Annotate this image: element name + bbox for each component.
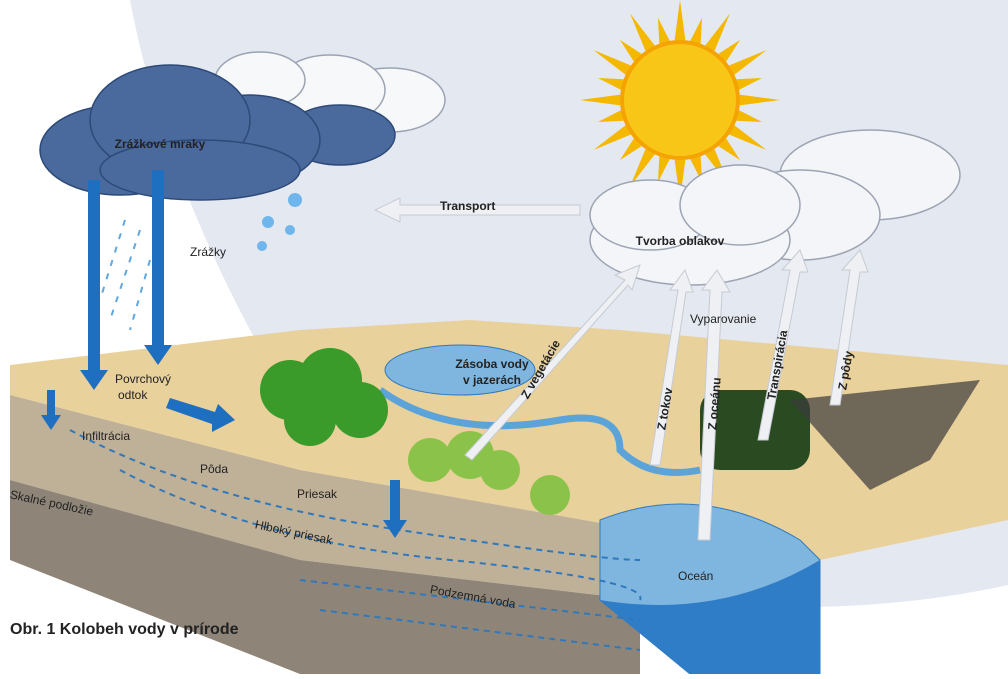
label: Zrážkové mraky — [115, 137, 206, 151]
water-cycle-diagram: Zrážkové mraky Zrážky Transport Tvorba o… — [0, 0, 1008, 674]
label: Priesak — [297, 487, 338, 501]
label: Infiltrácia — [82, 429, 130, 443]
label: Transport — [440, 199, 495, 213]
label: Zrážky — [190, 245, 226, 259]
label: v jazerách — [463, 373, 521, 387]
label: Oceán — [678, 569, 713, 583]
label: Povrchový — [115, 372, 171, 386]
label: Tvorba oblakov — [636, 234, 725, 248]
label: Zásoba vody — [455, 357, 529, 371]
label: Pôda — [200, 462, 228, 476]
sun — [622, 42, 738, 158]
label: Vyparovanie — [690, 312, 757, 326]
rain — [100, 220, 150, 330]
caption: Obr. 1 Kolobeh vody v prírode — [10, 621, 239, 638]
label: odtok — [118, 388, 148, 402]
